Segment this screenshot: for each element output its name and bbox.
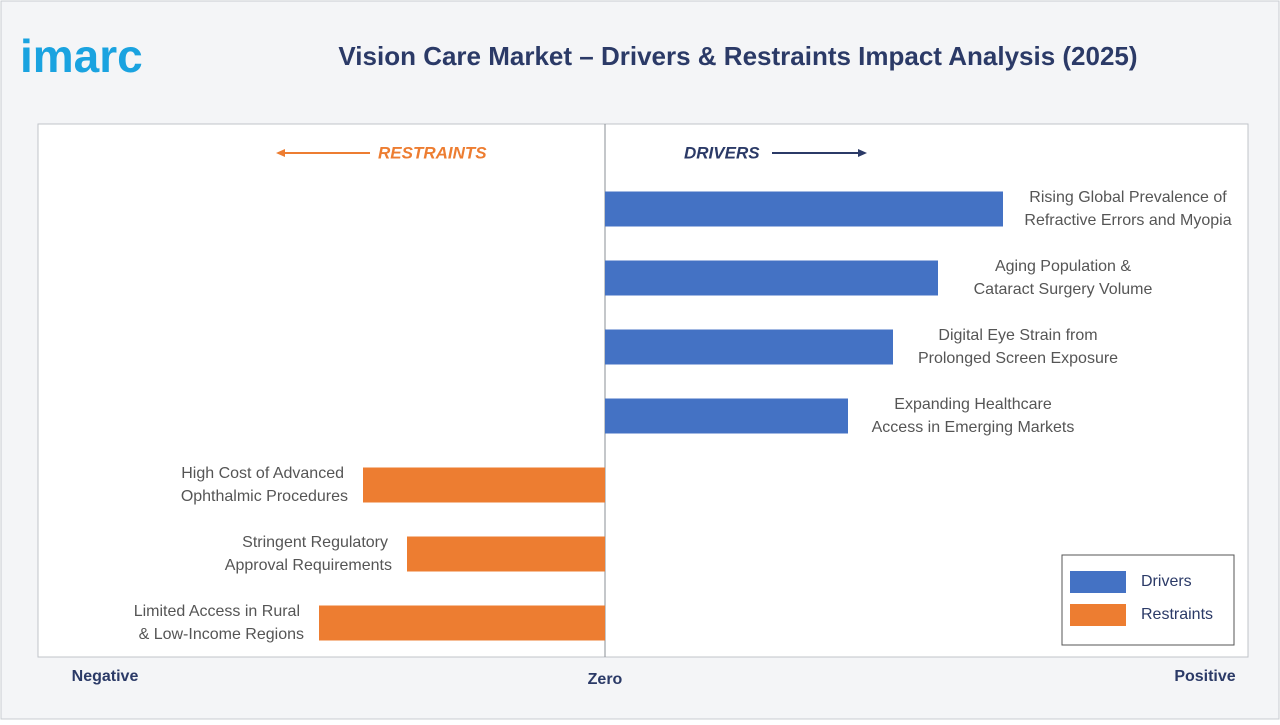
category-label: Ophthalmic Procedures [181, 488, 348, 505]
category-label: Approval Requirements [225, 557, 392, 574]
category-label: Cataract Surgery Volume [974, 281, 1153, 298]
x-tick-label: Positive [1174, 668, 1235, 685]
restraints-arrow-head [276, 149, 285, 157]
chart-title: Vision Care Market – Drivers & Restraint… [338, 41, 1137, 71]
legend-label: Restraints [1141, 606, 1213, 623]
category-label: Digital Eye Strain from [938, 327, 1097, 344]
category-label: Limited Access in Rural [134, 603, 300, 620]
category-label: Refractive Errors and Myopia [1024, 212, 1231, 229]
category-label: & Low-Income Regions [139, 626, 304, 643]
category-label: Prolonged Screen Exposure [918, 350, 1118, 367]
category-label: High Cost of Advanced [181, 465, 344, 482]
legend-swatch [1070, 571, 1126, 593]
bar [407, 536, 605, 572]
category-label: Stringent Regulatory [242, 534, 388, 551]
x-tick-label: Zero [588, 671, 623, 688]
legend-label: Drivers [1141, 573, 1192, 590]
category-label: Expanding Healthcare [894, 396, 1052, 413]
drivers-arrow-head [858, 149, 867, 157]
category-label: Rising Global Prevalence of [1029, 189, 1227, 206]
bar [605, 398, 848, 434]
legend-box [1061, 554, 1235, 646]
category-label: Access in Emerging Markets [872, 419, 1075, 436]
restraints-annotation: RESTRAINTS [378, 143, 487, 162]
bar [363, 467, 605, 503]
drivers-annotation: DRIVERS [684, 143, 760, 162]
category-label: Aging Population & [995, 258, 1131, 275]
bar [605, 191, 1003, 227]
bar [319, 605, 605, 641]
logo: imarc [20, 30, 143, 82]
bar [605, 260, 938, 296]
legend-swatch [1070, 604, 1126, 626]
bar [605, 329, 893, 365]
x-tick-label: Negative [72, 668, 139, 685]
